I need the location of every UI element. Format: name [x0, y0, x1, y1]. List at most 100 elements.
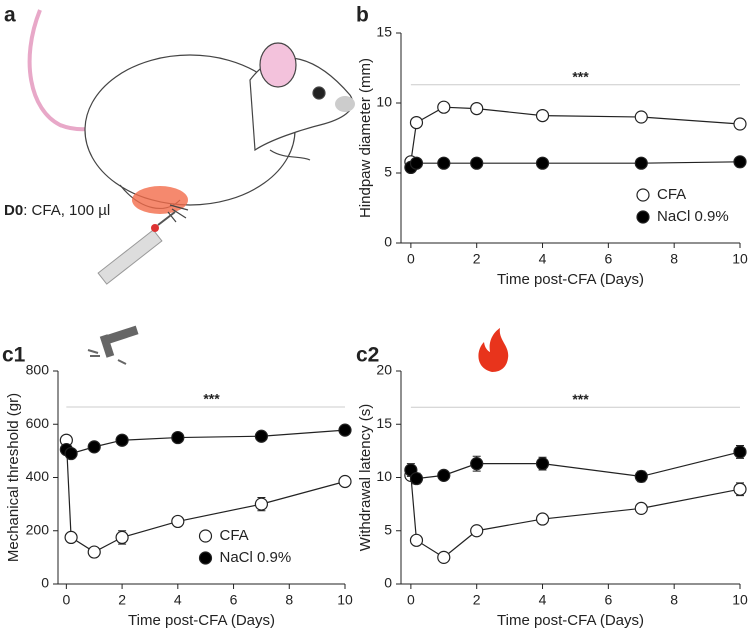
x-tick-label: 0 [62, 592, 70, 608]
data-point [733, 117, 747, 131]
caption-bold: D0 [4, 202, 23, 219]
y-axis-label: Withdrawal latency (s) [357, 404, 374, 552]
x-tick-label: 4 [174, 592, 182, 608]
data-point [338, 474, 352, 489]
syringe [97, 211, 176, 285]
y-tick-label: 10 [376, 468, 392, 484]
data-point [535, 512, 550, 526]
x-axis-label: Time post-CFA (Days) [497, 612, 644, 629]
x-tick-label: 6 [604, 251, 612, 267]
data-point [733, 445, 747, 459]
legend-label: CFA [220, 527, 249, 544]
data-point [733, 155, 747, 169]
legend-label: NaCl 0.9% [220, 549, 292, 566]
data-point [409, 115, 424, 130]
x-tick-label: 4 [539, 251, 547, 267]
data-point [409, 471, 424, 486]
data-point [437, 550, 451, 564]
series-line [410, 161, 741, 168]
legend-label: CFA [657, 186, 686, 203]
data-point [87, 440, 101, 454]
data-point [171, 514, 185, 529]
annotation: *** [572, 391, 589, 407]
data-point [64, 446, 78, 461]
data-point [634, 501, 648, 515]
caption: D0: CFA, 100 µl [4, 202, 110, 219]
y-axis-label: Hindpaw diameter (mm) [357, 58, 374, 218]
panel-label: c1 [2, 344, 26, 367]
data-point [733, 482, 747, 496]
data-point [254, 497, 269, 511]
y-tick-label: 10 [376, 94, 392, 110]
data-point [171, 430, 185, 445]
legend-marker [198, 529, 213, 543]
y-tick-label: 20 [376, 362, 392, 378]
series-line [65, 429, 346, 455]
data-point [409, 533, 424, 547]
y-tick-label: 200 [26, 521, 50, 537]
y-tick-label: 400 [26, 468, 50, 484]
series-line [410, 106, 741, 162]
x-tick-label: 0 [407, 251, 415, 267]
data-point [470, 156, 484, 170]
data-point [535, 457, 550, 471]
y-tick-label: 15 [376, 415, 392, 431]
y-tick-label: 5 [384, 521, 392, 537]
x-tick-label: 2 [473, 592, 481, 608]
x-tick-label: 10 [337, 592, 353, 608]
annotation: *** [203, 391, 220, 407]
y-tick-label: 0 [384, 575, 392, 591]
data-point [470, 101, 484, 116]
annotation: *** [572, 69, 589, 85]
data-point [437, 100, 451, 114]
data-point [338, 423, 352, 437]
panel-label: b [356, 4, 369, 27]
panel-label: a [4, 4, 16, 27]
x-tick-label: 6 [230, 592, 238, 608]
data-point [535, 108, 550, 123]
legend-marker [198, 551, 213, 565]
x-tick-label: 0 [407, 592, 415, 608]
legend-label: NaCl 0.9% [657, 208, 729, 225]
x-tick-label: 8 [670, 251, 678, 267]
data-point [64, 530, 78, 545]
x-tick-label: 8 [670, 592, 678, 608]
series-line [410, 451, 741, 480]
data-point [87, 545, 101, 559]
data-point [634, 156, 648, 170]
x-tick-label: 10 [732, 592, 748, 608]
x-axis-label: Time post-CFA (Days) [128, 612, 275, 629]
legend-marker [636, 210, 650, 224]
x-tick-label: 8 [285, 592, 293, 608]
panel-label: c2 [356, 344, 379, 367]
x-tick-label: 4 [539, 592, 547, 608]
data-point [409, 156, 424, 170]
x-axis-label: Time post-CFA (Days) [497, 271, 644, 288]
x-tick-label: 2 [473, 251, 481, 267]
data-point [634, 469, 648, 484]
data-point [470, 457, 484, 471]
y-tick-label: 15 [376, 24, 392, 40]
data-point [437, 468, 451, 482]
y-tick-label: 0 [41, 575, 49, 591]
data-point [634, 110, 648, 124]
y-tick-label: 5 [384, 164, 392, 180]
flame-icon [478, 328, 509, 372]
data-point [437, 156, 451, 170]
x-tick-label: 6 [604, 592, 612, 608]
y-tick-label: 0 [384, 234, 392, 250]
x-tick-label: 2 [118, 592, 126, 608]
y-tick-label: 800 [26, 362, 50, 378]
y-axis-label: Mechanical threshold (gr) [5, 393, 22, 562]
rat-illustration [27, 9, 355, 223]
data-point [115, 433, 129, 447]
hammer-icon [87, 325, 139, 365]
series-line [410, 475, 741, 559]
data-point [535, 156, 550, 170]
legend-marker [636, 188, 650, 202]
caption-text: : CFA, 100 µl [23, 202, 110, 219]
y-tick-label: 600 [26, 415, 50, 431]
data-point [470, 524, 484, 538]
data-point [115, 530, 129, 545]
